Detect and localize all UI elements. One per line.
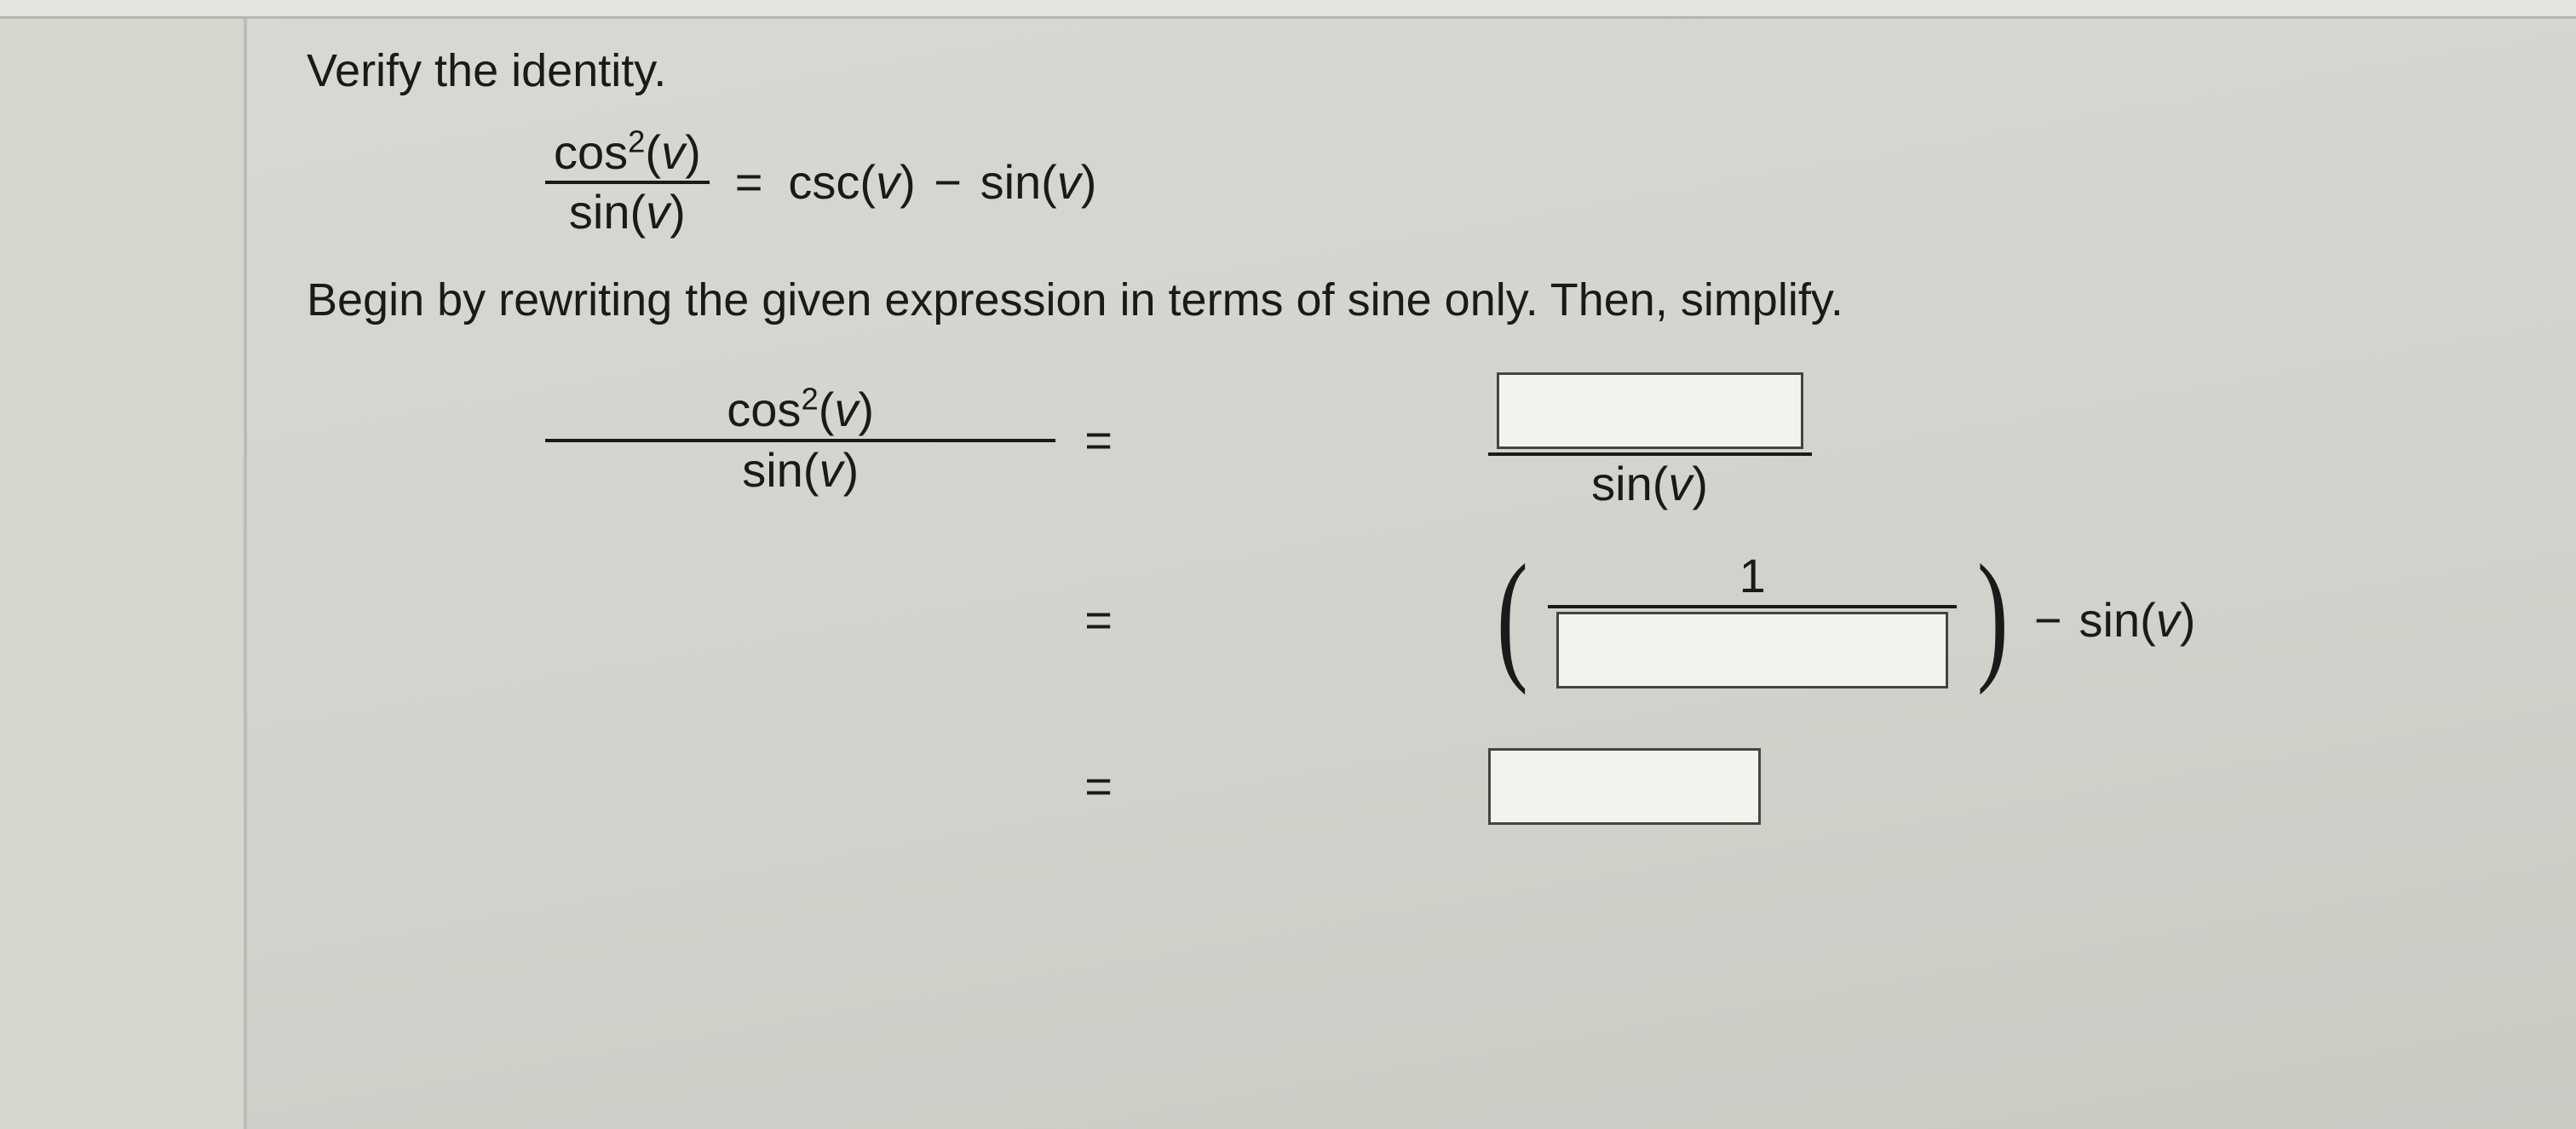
var-v: v: [1057, 155, 1081, 209]
equals-sign: =: [1079, 757, 1463, 816]
sin-text: sin(: [980, 155, 1057, 209]
prompt-verify: Verify the identity.: [307, 43, 2542, 101]
sin-text: sin(: [1591, 457, 1668, 510]
var-v: v: [876, 155, 900, 209]
step2-inner-denominator-blank: [1548, 608, 1957, 688]
var-v: v: [1668, 457, 1692, 510]
identity-lhs-numerator: cos2(v): [545, 128, 710, 181]
top-border: [0, 0, 2576, 19]
var-v: v: [661, 125, 685, 179]
var-v: v: [819, 443, 842, 497]
sin-text: sin(: [742, 443, 819, 497]
minus-sign: −: [929, 155, 967, 209]
sin-text: sin(: [2079, 593, 2156, 647]
answer-blank-1[interactable]: [1497, 372, 1803, 449]
prompt-instructions: Begin by rewriting the given expression …: [307, 272, 2542, 330]
arg-close: ): [685, 125, 701, 179]
cos-text: cos: [727, 383, 801, 436]
identity-lhs-denominator: sin(v): [561, 184, 694, 238]
sin-text: sin(: [569, 185, 646, 239]
work-steps: cos2(v) sin(v) = sin(v): [545, 372, 2542, 842]
step-lhs-numerator: cos2(v): [718, 385, 883, 439]
equals-sign: =: [1079, 590, 1463, 650]
arg-close: ): [858, 383, 874, 436]
paren-close: ): [900, 155, 916, 209]
paren-close: ): [670, 185, 686, 239]
identity-rhs: csc(v) − sin(v): [788, 153, 1096, 212]
arg-open: (: [819, 383, 835, 436]
step1-denominator: sin(v): [1583, 456, 1716, 510]
left-gutter: [0, 19, 247, 1129]
paren-close: ): [842, 443, 859, 497]
exponent-2: 2: [801, 382, 818, 417]
left-paren-icon: (: [1496, 557, 1527, 673]
minus-sign: −: [2029, 590, 2067, 650]
right-paren-icon: ): [1977, 557, 2009, 673]
csc-text: csc(: [788, 155, 876, 209]
step2-inner-numerator: 1: [1731, 551, 1774, 605]
var-v: v: [646, 185, 670, 239]
paren-close: ): [1081, 155, 1097, 209]
identity-lhs-fraction: cos2(v) sin(v): [545, 128, 710, 239]
step1-rhs: sin(v): [1488, 372, 2542, 510]
step-lhs-denominator: sin(v): [733, 442, 867, 496]
arg-open: (: [645, 125, 661, 179]
step1-fraction: sin(v): [1488, 372, 1812, 510]
step1-numerator-blank: [1488, 372, 1812, 452]
equals-sign: =: [730, 153, 768, 212]
step2-rhs: ( 1 ) − sin(v): [1488, 551, 2542, 688]
paren-close: ): [1692, 457, 1708, 510]
var-v: v: [834, 383, 858, 436]
sin-v-term: sin(v): [2079, 590, 2196, 650]
var-v: v: [2156, 593, 2180, 647]
equals-sign: =: [1079, 411, 1463, 470]
answer-blank-3[interactable]: [1488, 748, 1761, 825]
step3-rhs: [1488, 748, 2542, 825]
answer-blank-2[interactable]: [1556, 612, 1948, 688]
identity-equation: cos2(v) sin(v) = csc(v) − sin(v): [545, 128, 2542, 239]
step-lhs-fraction: cos2(v) sin(v): [545, 385, 1055, 496]
step2-inner-fraction: 1: [1548, 551, 1957, 688]
exponent-2: 2: [628, 124, 645, 158]
page: Verify the identity. cos2(v) sin(v) = cs…: [0, 0, 2576, 1129]
question-content: Verify the identity. cos2(v) sin(v) = cs…: [307, 43, 2542, 1112]
cos-text: cos: [554, 125, 628, 179]
paren-close: ): [2180, 593, 2196, 647]
